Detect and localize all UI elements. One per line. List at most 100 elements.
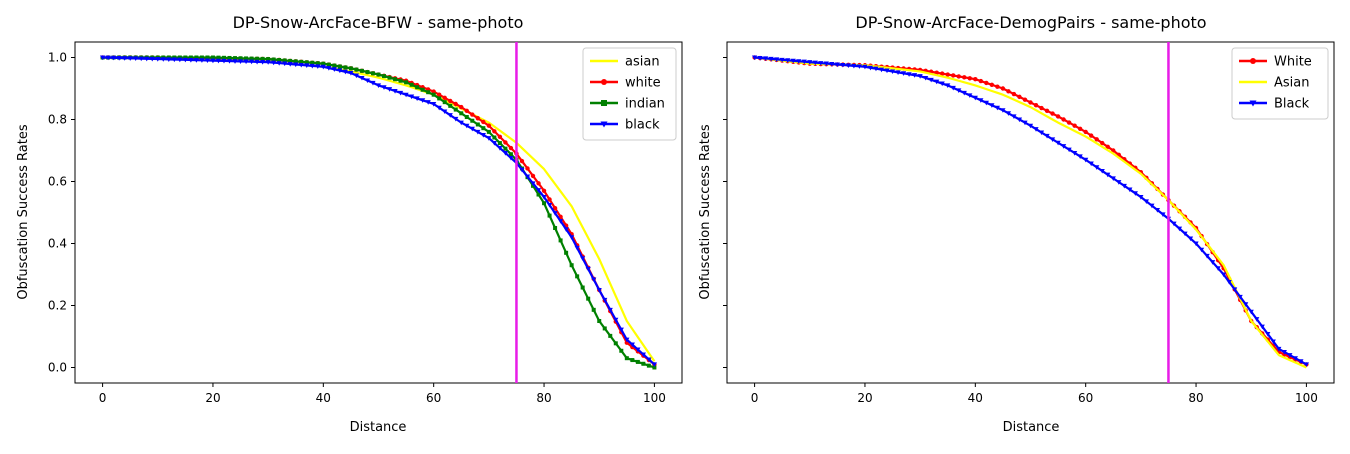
right-data-point-black	[1083, 157, 1089, 163]
left-legend-marker-indian	[601, 100, 607, 106]
left-data-point-black	[392, 88, 398, 94]
left-data-point-black	[359, 75, 365, 81]
right-data-point-black	[1011, 114, 1017, 119]
left-x-tick-label: 80	[536, 391, 551, 405]
right-data-point-white	[1006, 89, 1011, 94]
left-data-point-black	[204, 58, 211, 64]
left-data-point-indian	[608, 333, 613, 338]
left-data-point-indian	[221, 55, 226, 60]
left-data-point-indian	[481, 126, 486, 131]
left-data-point-indian	[332, 63, 337, 68]
left-data-point-black	[464, 123, 470, 129]
left-data-point-black	[337, 68, 343, 74]
right-data-point-black	[818, 61, 824, 66]
left-data-point-black	[414, 96, 420, 102]
right-data-point-white	[1072, 123, 1077, 128]
left-y-axis-label: Obfuscation Success Rates	[16, 124, 31, 299]
left-data-point-black	[248, 59, 255, 65]
left-y-tick-label: 0.2	[48, 299, 67, 313]
left-data-point-black	[287, 62, 293, 67]
left-data-point-black	[304, 63, 310, 69]
left-data-point-indian	[486, 129, 491, 134]
left-data-point-black	[293, 62, 299, 68]
right-y-axis-label: Obfuscation Success Rates	[698, 124, 713, 299]
left-y-tick-label: 0.0	[48, 361, 67, 375]
right-data-point-white	[984, 80, 989, 86]
right-data-point-black	[1110, 176, 1116, 181]
left-data-point-black	[508, 155, 514, 161]
left-data-point-black	[591, 277, 597, 283]
right-data-point-black	[757, 55, 763, 61]
left-data-point-black	[215, 58, 222, 64]
right-data-point-black	[751, 55, 758, 61]
left-data-point-black	[210, 58, 216, 64]
right-data-point-black	[1121, 183, 1127, 189]
right-plot-frame	[726, 41, 1335, 384]
left-data-point-indian	[398, 78, 403, 83]
left-data-point-black	[226, 59, 233, 64]
left-data-point-indian	[553, 226, 558, 230]
right-data-point-black	[906, 72, 912, 77]
left-data-point-indian	[652, 365, 657, 370]
right-data-point-black	[1232, 287, 1238, 292]
left-data-point-black	[348, 71, 354, 76]
right-data-point-black	[801, 59, 807, 65]
left-data-point-black	[502, 150, 509, 156]
right-data-point-black	[1193, 241, 1199, 247]
right-data-point-black	[934, 79, 940, 85]
left-data-point-white	[519, 158, 525, 164]
right-data-point-white	[956, 74, 961, 79]
right-data-point-black	[834, 62, 840, 68]
right-data-point-black	[1198, 247, 1205, 253]
left-data-point-indian	[591, 307, 596, 312]
left-data-point-black	[563, 227, 569, 232]
right-data-point-black	[1066, 147, 1072, 153]
left-data-point-indian	[194, 55, 199, 60]
left-data-point-indian	[271, 57, 276, 62]
left-data-point-white	[530, 173, 536, 179]
left-data-point-indian	[343, 65, 348, 70]
right-data-point-black	[812, 60, 818, 66]
left-data-point-black	[171, 57, 177, 63]
left-data-point-white	[475, 116, 481, 121]
right-data-point-black	[1215, 266, 1221, 271]
right-data-point-black	[1016, 117, 1023, 123]
right-data-point-black	[1049, 137, 1056, 142]
left-data-point-black	[469, 126, 475, 132]
left-data-point-indian	[260, 56, 265, 61]
right-data-point-black	[1303, 362, 1310, 367]
right-legend-label-black: Black	[1274, 97, 1310, 112]
right-data-point-black	[1160, 212, 1166, 217]
left-x-axis-label: Distance	[350, 420, 407, 435]
right-data-point-black	[790, 58, 796, 64]
left-data-point-white	[552, 205, 558, 211]
right-data-point-white	[1111, 148, 1116, 153]
right-data-point-black	[978, 98, 984, 103]
right-data-point-black	[1132, 191, 1138, 196]
right-data-point-black	[928, 77, 934, 83]
right-data-point-black	[768, 56, 774, 62]
left-data-point-black	[486, 136, 492, 141]
right-data-point-black	[884, 68, 890, 74]
right-data-point-black	[967, 93, 973, 98]
left-data-point-indian	[613, 341, 618, 346]
left-data-point-black	[425, 100, 431, 105]
left-data-point-black	[237, 59, 244, 64]
right-data-point-black	[1237, 294, 1243, 300]
left-data-point-indian	[387, 75, 392, 80]
left-data-point-black	[602, 297, 608, 303]
left-data-point-white	[481, 119, 486, 125]
left-data-point-indian	[288, 58, 293, 63]
right-data-point-black	[1038, 130, 1045, 136]
right-data-point-black	[1154, 208, 1161, 213]
left-x-tick-label: 20	[205, 391, 220, 405]
left-data-point-black	[436, 105, 442, 111]
left-data-point-black	[315, 64, 321, 69]
left-data-point-indian	[431, 92, 436, 97]
left-data-point-indian	[293, 59, 298, 64]
left-data-point-indian	[575, 274, 580, 279]
right-legend-marker-white	[1250, 58, 1256, 64]
left-x-tick-label: 40	[316, 391, 331, 405]
left-data-point-indian	[177, 55, 182, 60]
right-data-point-black	[1061, 144, 1067, 149]
